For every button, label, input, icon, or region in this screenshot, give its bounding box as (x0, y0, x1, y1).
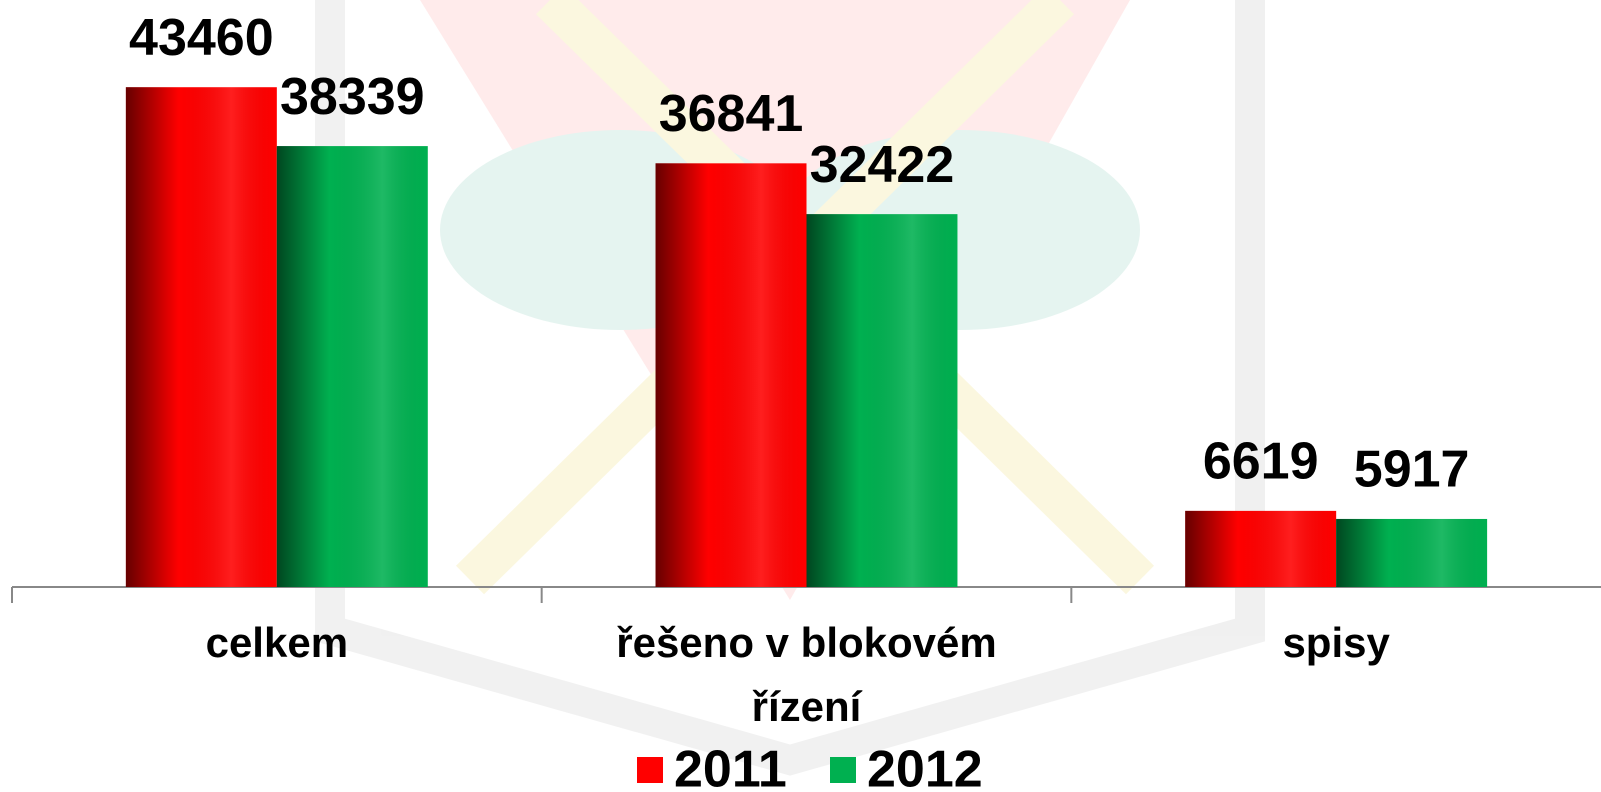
bar-shade (276, 146, 428, 587)
legend-swatch (637, 757, 663, 783)
x-tick-label: řešeno v blokovém řízení (616, 619, 997, 730)
bar-shade (1185, 510, 1337, 587)
value-label: 38339 (280, 68, 425, 126)
value-label: 32422 (810, 136, 955, 194)
bar-shade (655, 163, 807, 588)
value-label: 43460 (129, 9, 274, 67)
value-label: 36841 (659, 85, 804, 143)
legend-swatch (830, 757, 856, 783)
value-label: 5917 (1354, 441, 1470, 499)
value-label: 6619 (1203, 433, 1319, 491)
legend-label: 2012 (867, 741, 983, 792)
bar-shade (1336, 518, 1488, 587)
x-tick-label: spisy (1282, 619, 1390, 666)
x-tick-label: celkem (205, 619, 349, 666)
legend-label: 2011 (674, 741, 787, 792)
bar-shade (125, 87, 277, 588)
bar-shade (806, 214, 958, 587)
